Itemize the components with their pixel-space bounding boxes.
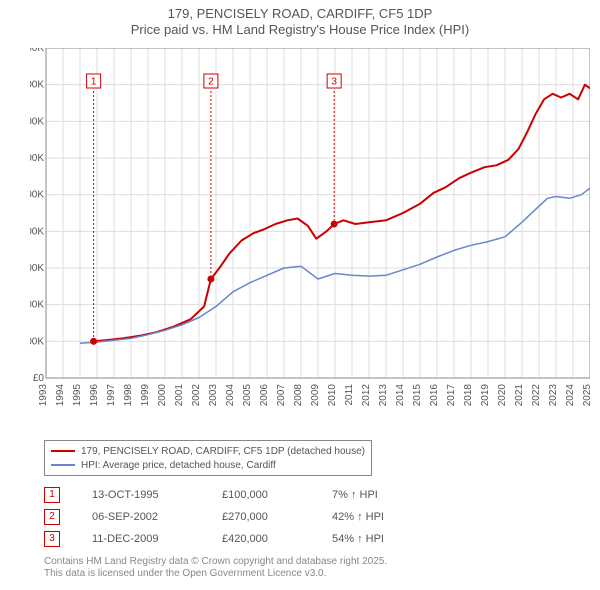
svg-text:2022: 2022 <box>531 384 542 407</box>
svg-text:2001: 2001 <box>174 384 185 407</box>
legend-swatch <box>51 464 75 466</box>
svg-text:2018: 2018 <box>463 384 474 407</box>
svg-text:£200K: £200K <box>30 300 44 311</box>
svg-text:3: 3 <box>331 77 337 88</box>
svg-text:£0: £0 <box>33 373 45 384</box>
footer-line-2: This data is licensed under the Open Gov… <box>44 568 387 580</box>
legend-swatch <box>51 450 75 452</box>
svg-text:2025: 2025 <box>582 384 590 407</box>
legend-box: 179, PENCISELY ROAD, CARDIFF, CF5 1DP (d… <box>44 440 372 476</box>
sale-price: £100,000 <box>222 489 332 501</box>
svg-text:1995: 1995 <box>72 384 83 407</box>
svg-text:2016: 2016 <box>429 384 440 407</box>
sales-row: 2 06-SEP-2002 £270,000 42% ↑ HPI <box>44 506 432 528</box>
legend-label: HPI: Average price, detached house, Card… <box>81 460 276 471</box>
svg-text:2002: 2002 <box>191 384 202 407</box>
svg-text:1998: 1998 <box>123 384 134 407</box>
sale-pct: 42% ↑ HPI <box>332 511 432 523</box>
svg-text:2020: 2020 <box>497 384 508 407</box>
svg-text:2003: 2003 <box>208 384 219 407</box>
svg-text:£900K: £900K <box>30 48 44 54</box>
footer-line-1: Contains HM Land Registry data © Crown c… <box>44 556 387 568</box>
svg-text:1999: 1999 <box>140 384 151 407</box>
svg-text:2015: 2015 <box>412 384 423 407</box>
svg-text:2012: 2012 <box>361 384 372 407</box>
svg-text:2004: 2004 <box>225 384 236 407</box>
sales-table: 1 13-OCT-1995 £100,000 7% ↑ HPI 2 06-SEP… <box>44 484 432 550</box>
chart-area: £0 £100K £200K £300K £400K £500K £600K £700K £80… <box>30 48 590 408</box>
sale-pct: 7% ↑ HPI <box>332 489 432 501</box>
sales-row: 1 13-OCT-1995 £100,000 7% ↑ HPI <box>44 484 432 506</box>
svg-text:2023: 2023 <box>548 384 559 407</box>
title-block: 179, PENCISELY ROAD, CARDIFF, CF5 1DP Pr… <box>0 0 600 37</box>
title-line-1: 179, PENCISELY ROAD, CARDIFF, CF5 1DP <box>0 6 600 21</box>
svg-text:£300K: £300K <box>30 263 44 274</box>
footer-text: Contains HM Land Registry data © Crown c… <box>44 556 387 580</box>
svg-text:£100K: £100K <box>30 336 44 347</box>
chart-svg: £0 £100K £200K £300K £400K £500K £600K £700K £80… <box>30 48 590 428</box>
sale-date: 06-SEP-2002 <box>92 511 222 523</box>
svg-text:1993: 1993 <box>38 384 49 407</box>
svg-text:2: 2 <box>208 77 214 88</box>
svg-text:£700K: £700K <box>30 116 44 127</box>
svg-text:2014: 2014 <box>395 384 406 407</box>
svg-text:£500K: £500K <box>30 190 44 201</box>
svg-text:2009: 2009 <box>310 384 321 407</box>
svg-text:1994: 1994 <box>55 384 66 407</box>
svg-text:2010: 2010 <box>327 384 338 407</box>
page-container: 179, PENCISELY ROAD, CARDIFF, CF5 1DP Pr… <box>0 0 600 590</box>
svg-text:2008: 2008 <box>293 384 304 407</box>
legend-label: 179, PENCISELY ROAD, CARDIFF, CF5 1DP (d… <box>81 446 365 457</box>
legend-row: 179, PENCISELY ROAD, CARDIFF, CF5 1DP (d… <box>51 444 365 458</box>
sale-marker-box: 2 <box>44 509 60 525</box>
sale-date: 11-DEC-2009 <box>92 533 222 545</box>
sale-marker-box: 1 <box>44 487 60 503</box>
sale-marker-box: 3 <box>44 531 60 547</box>
svg-text:2011: 2011 <box>344 384 355 406</box>
svg-text:2021: 2021 <box>514 384 525 407</box>
svg-text:£800K: £800K <box>30 80 44 91</box>
svg-text:2019: 2019 <box>480 384 491 407</box>
legend-row: HPI: Average price, detached house, Card… <box>51 458 365 472</box>
svg-text:2007: 2007 <box>276 384 287 407</box>
sale-price: £270,000 <box>222 511 332 523</box>
svg-text:1: 1 <box>91 77 97 88</box>
sales-row: 3 11-DEC-2009 £420,000 54% ↑ HPI <box>44 528 432 550</box>
svg-text:1997: 1997 <box>106 384 117 407</box>
svg-text:2013: 2013 <box>378 384 389 407</box>
svg-text:2006: 2006 <box>259 384 270 407</box>
title-line-2: Price paid vs. HM Land Registry's House … <box>0 22 600 37</box>
svg-text:£400K: £400K <box>30 226 44 237</box>
sale-pct: 54% ↑ HPI <box>332 533 432 545</box>
svg-text:1996: 1996 <box>89 384 100 407</box>
svg-text:2005: 2005 <box>242 384 253 407</box>
sale-price: £420,000 <box>222 533 332 545</box>
svg-text:2000: 2000 <box>157 384 168 407</box>
svg-text:2024: 2024 <box>565 384 576 407</box>
sale-date: 13-OCT-1995 <box>92 489 222 501</box>
svg-text:2017: 2017 <box>446 384 457 407</box>
svg-text:£600K: £600K <box>30 153 44 164</box>
